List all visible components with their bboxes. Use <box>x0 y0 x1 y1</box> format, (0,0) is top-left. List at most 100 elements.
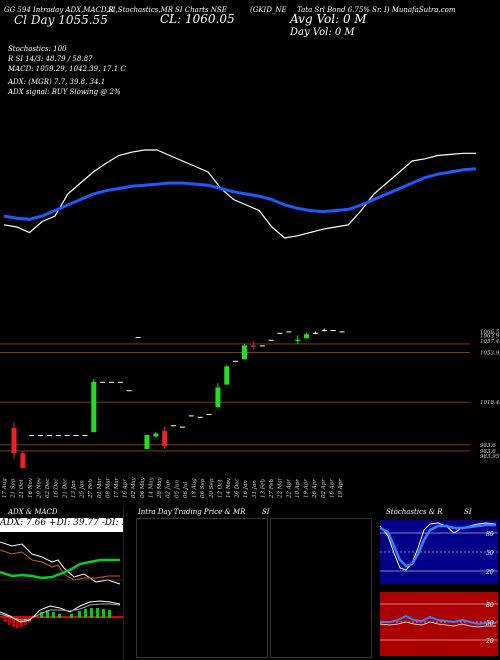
date-axis-label: 16 Jan <box>243 480 249 498</box>
rsi-line <box>380 614 496 626</box>
stochastics-plot: 80 50 20 80 50 20 <box>379 520 498 656</box>
candle-body <box>171 425 177 427</box>
price-axis-label: 1053.99 <box>480 350 500 356</box>
candle-body <box>277 332 283 334</box>
candle-body <box>73 435 79 436</box>
candle-body <box>330 330 336 331</box>
adx-values-bar: ADX: 7.66 +DI: 39.77 -DI: 34.17 <box>0 518 123 532</box>
date-axis-label: 13 Feb <box>261 478 267 498</box>
adx-macd-plot <box>0 541 123 628</box>
adx-green-line <box>0 558 120 580</box>
macd-signal-line <box>0 603 121 621</box>
candle-body <box>206 414 212 415</box>
date-axis-label: 02 Dec <box>45 479 51 499</box>
stoch-k-line <box>379 522 497 571</box>
date-axis-label: 20 Nov <box>37 477 43 499</box>
stochastics-title: Stochastics & R <box>386 508 443 516</box>
day-volume: Day Vol: 0 M <box>290 27 355 38</box>
date-axis-label: 26 Apr <box>312 479 318 499</box>
date-axis-label: 17 Mar <box>114 477 120 498</box>
header-title-mid2: SI Charts NSE <box>175 6 227 14</box>
date-axis-label: 20 Sep <box>209 478 215 499</box>
white-indicator-line <box>3 149 476 239</box>
price-axis-label: 983.6 <box>480 443 496 449</box>
date-axis-label: 13 Jan <box>71 480 77 498</box>
intraday-price-box <box>136 518 268 658</box>
date-axis-label: 06 Sep <box>200 478 206 498</box>
rsi-tick-80: 80 <box>486 602 494 609</box>
adx-signal: ADX signal: BUY Slowing @ 2% <box>8 88 121 96</box>
rsi-tick-50: 50 <box>486 620 494 627</box>
date-axis-label: 27 Feb <box>269 478 275 499</box>
candle-body <box>259 345 265 347</box>
stoch-tick-50: 50 <box>486 550 494 557</box>
candle-body <box>304 334 310 339</box>
candle-body <box>126 390 132 392</box>
candle-body <box>109 381 115 383</box>
adx-macd-panel: ADX & MACD ADX: 7.66 +DI: 39.77 -DI: 34.… <box>0 508 124 660</box>
candle-body <box>268 339 274 341</box>
date-axis-label: 02 Jun <box>166 480 172 498</box>
date-axis-label: 10 Apr <box>295 479 301 498</box>
date-axis-label: 16 Apr <box>329 479 335 498</box>
stochastics-readout: Stochastics: 100 <box>8 45 67 53</box>
date-axis-label: 16 Nov <box>28 477 34 498</box>
price-axis-label: 983.95 <box>480 454 500 460</box>
price-axis-label: 983.6 <box>480 449 496 455</box>
candle-body <box>153 433 159 437</box>
candle-body <box>100 381 106 383</box>
price-axis-label: 1057.4 <box>480 339 500 345</box>
date-axis-label: 16 Dec <box>54 479 60 499</box>
rsi-readout: R SI 14/3: 48.79 / 58.87 <box>8 55 93 63</box>
adx-orange-line <box>0 549 120 581</box>
candle-body <box>321 330 327 331</box>
date-axis-label: 28 May <box>157 476 163 499</box>
date-axis: 17 Aug 21 Sep 21 Oct 16 Nov 20 Nov 02 Dec 16 D… <box>2 476 344 499</box>
candle-body <box>162 430 168 447</box>
date-axis-label: 02 Apr <box>321 479 327 498</box>
date-axis-label: 06 May <box>140 476 146 498</box>
date-axis-label: 08 Mar <box>105 477 111 498</box>
candle-body <box>82 435 88 436</box>
price-axis-label: 1063.9 <box>480 334 500 340</box>
price-chart: 1066.51063.91057.41053.991018.45983.6983… <box>0 328 500 468</box>
candle-body <box>91 381 97 433</box>
blue-indicator-line <box>3 167 477 221</box>
candle-body <box>179 426 185 428</box>
date-axis-label: 02 May <box>131 476 137 498</box>
close-day-label: Cl Day 1055.55 <box>14 13 108 27</box>
date-axis-label: 01 Mar <box>97 477 103 498</box>
candle-body <box>188 415 194 417</box>
upper-indicator-chart <box>3 149 477 239</box>
date-axis-label: 06 Jul <box>183 482 189 498</box>
candle-body <box>295 339 301 342</box>
stochastics-panel: Stochastics & R SI 80 50 20 80 50 20 <box>376 508 500 660</box>
candle-body <box>224 366 230 385</box>
stoch-tick-80: 80 <box>486 531 494 538</box>
rsi-white-line <box>379 621 496 628</box>
date-axis-label: 31 Jan <box>252 480 258 498</box>
date-axis-label: 21 Sep <box>11 478 17 499</box>
candle-body <box>11 428 17 454</box>
close-label: CL: 1060.05 <box>160 12 235 26</box>
candle-body <box>135 337 141 338</box>
stoch-tick-20: 20 <box>485 569 494 576</box>
candle-body <box>55 435 61 436</box>
date-axis-label: 18 Aug <box>192 478 198 498</box>
adx-readout: ADX: (MGR) 7.7, 39.8, 34.1 <box>8 78 106 86</box>
date-axis-label: 27 Feb <box>88 478 94 499</box>
price-axis-label: 1018.45 <box>480 400 500 406</box>
avg-volume: Avg Vol: 0 M <box>290 12 367 26</box>
candle-body <box>117 381 123 383</box>
candle-body <box>29 435 35 436</box>
intraday-mrsi-box <box>270 518 372 658</box>
date-axis-label: 22 Apr <box>286 479 292 499</box>
date-axis-label: 14 May <box>149 476 155 498</box>
date-axis-label: 21 Oct <box>19 479 25 499</box>
date-axis-label: 16 Apr <box>123 479 129 498</box>
macd-readout: MACD: 1059.29, 1042.39, 17.1 C <box>8 65 126 73</box>
candle-body <box>46 435 52 436</box>
rsi-tick-20: 20 <box>485 638 494 645</box>
candle-body <box>241 345 247 360</box>
stoch-d-line <box>379 523 496 568</box>
